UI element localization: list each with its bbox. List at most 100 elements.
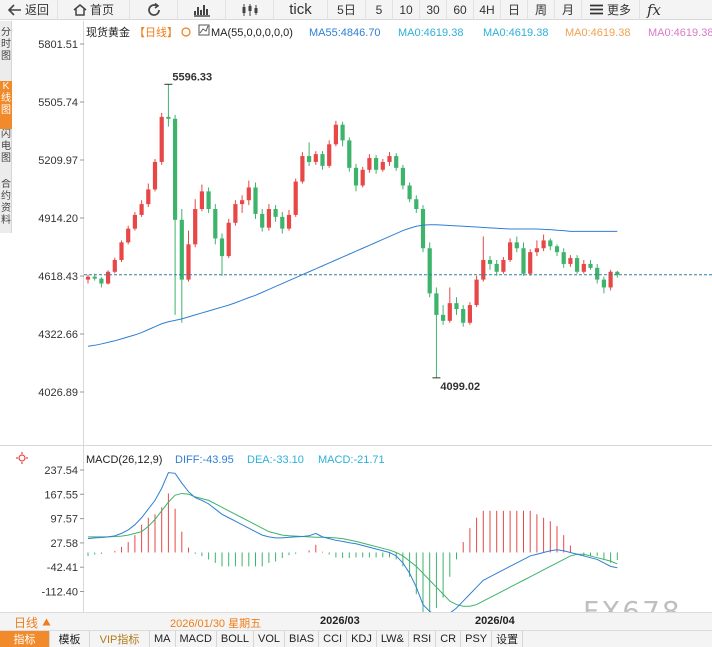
candle-chart-button[interactable] [226,0,274,20]
indicator-bar: 指标 模板 VIP指标 MA MACD BOLL VOL BIAS CCI KD… [0,630,712,647]
indicator-cci[interactable]: CCI [319,630,348,647]
candle-body [253,187,258,214]
macd-settings-icon-rays [16,452,28,464]
candle-body [407,185,412,200]
candle-body [481,260,486,280]
candle-body [112,260,117,272]
indicator-vol[interactable]: VOL [254,630,286,647]
period-4h[interactable]: 4H [474,0,501,20]
candle-body [414,199,419,210]
period-dropdown-icon[interactable] [181,27,191,37]
candle-body [246,187,251,201]
period-60[interactable]: 60 [447,0,474,20]
kline-y-tick: 5209.97 [38,155,78,167]
side-tab-kline[interactable]: K线图 [0,81,12,129]
candle-body [554,246,560,253]
formula-button[interactable]: fx [646,0,661,19]
candle-body [501,260,506,272]
candle-body [521,248,526,274]
macd-settings-icon[interactable] [18,454,26,462]
indicator-tab-template[interactable]: 模板 [50,630,90,647]
cursor-date-label: 2026/01/30 星期五 [170,618,262,630]
more-button[interactable]: 更多 [582,0,640,20]
candle-body [327,144,332,166]
indicator-macd[interactable]: MACD [176,630,217,647]
side-tab-flash[interactable]: 闪电图 [1,129,11,164]
macd-histogram [87,493,618,612]
back-button[interactable]: 返回 [0,0,58,20]
candle-body [467,305,472,323]
candlestick-icon [241,3,259,17]
candle-body [119,242,124,261]
side-tabs: 分时图 K线图 闪电图 合约资料 [0,21,12,233]
candle-body [568,258,573,264]
candle-body [394,156,399,168]
candle-body [233,204,238,223]
side-tab-timeshare[interactable]: 分时图 [1,27,11,62]
indicator-boll[interactable]: BOLL [217,630,255,647]
period-30[interactable]: 30 [420,0,447,20]
candle-body [293,181,298,215]
candle-body [280,216,285,229]
candle-body [474,279,479,306]
home-icon [73,3,87,16]
macd-y-tick: 97.57 [50,514,78,526]
indicator-cr[interactable]: CR [436,630,462,647]
home-button[interactable]: 首页 [58,0,130,20]
candle-body [99,278,104,284]
candle-body [166,116,171,119]
kline-y-tick: 4026.89 [38,387,78,399]
ma-settings-icon[interactable] [198,24,210,36]
candle-body [374,158,379,170]
period-day[interactable]: 日 [501,0,528,20]
period-10[interactable]: 10 [393,0,420,20]
candle-body [581,263,586,272]
macd-y-tick: 27.58 [50,538,78,550]
candle-body [159,116,164,162]
candle-body [400,167,405,186]
indicator-kdj[interactable]: KDJ [347,630,377,647]
indicator-lw[interactable]: LW& [377,630,409,647]
refresh-button[interactable] [130,0,178,20]
candle-body [266,209,271,228]
macd-dea-line [88,492,618,607]
low-annotation: 4099.02 [432,377,480,393]
period-5[interactable]: 5 [366,0,393,20]
period-month[interactable]: 月 [555,0,582,20]
high-label: 5596.33 [172,71,212,83]
indicator-settings[interactable]: 设置 [492,630,524,647]
indicator-bias[interactable]: BIAS [285,630,320,647]
candle-body [340,124,345,141]
candle-body [240,200,245,205]
side-tab-contract[interactable]: 合约资料 [1,179,11,226]
date-axis-bar: 日线 2026/01/30 星期五 2026/03 2026/04 [0,612,712,630]
period-week[interactable]: 周 [528,0,555,20]
indicator-tab-indicators[interactable]: 指标 [0,630,50,647]
candle-body [454,303,459,310]
indicator-tab-vip[interactable]: VIP指标 [90,630,150,647]
indicator-ma[interactable]: MA [150,630,176,647]
ma-settings-icon-line [199,25,209,34]
chart-type-button[interactable] [178,0,226,20]
instrument-title: 现货黄金 [86,25,130,39]
candle-body [427,248,432,294]
triangle-up-icon [42,615,51,629]
chart-canvas[interactable]: 现货黄金 【日线】 MA(55,0,0,0,0,0) MA55:4846.70 … [0,21,712,612]
indicator-rsi[interactable]: RSI [409,630,437,647]
candle-body [307,156,312,162]
period-5day[interactable]: 5日 [328,0,366,20]
candle-body [561,252,566,264]
candle-body [179,219,184,280]
macd-hist-value: MACD:-21.71 [318,454,385,466]
candle-body [588,263,593,268]
candle-body [487,260,493,264]
macd-y-tick: 237.54 [44,465,78,477]
period-select-button[interactable]: 日线 [14,614,78,630]
candle-body [441,314,446,321]
candle-body [380,161,385,170]
macd-y-tick: 167.55 [44,489,78,501]
candle-body [494,263,499,272]
indicator-psy[interactable]: PSY [461,630,493,647]
candle-body [347,140,352,168]
tick-button[interactable]: tick [274,0,328,20]
